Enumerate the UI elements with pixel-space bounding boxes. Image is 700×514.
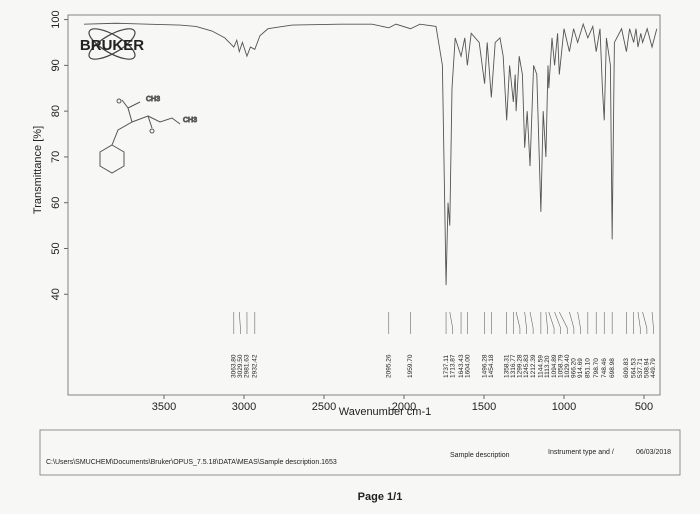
peak-leader (569, 311, 575, 334)
peak-label: 798.70 (593, 358, 600, 378)
peak-leader (577, 311, 581, 334)
peak-label: 1604.00 (464, 354, 471, 378)
x-tick-label: 500 (635, 401, 653, 413)
peak-leader (642, 311, 648, 334)
footer-date: 06/03/2018 (636, 449, 671, 456)
peak-leader (548, 311, 555, 334)
logo-text: BRUKER (80, 37, 144, 54)
peak-label: 564.53 (630, 358, 637, 378)
peak-leader (449, 311, 453, 334)
peak-label: 966.20 (571, 358, 578, 378)
page-number: Page 1/1 (358, 491, 403, 503)
x-tick-label: 3500 (152, 401, 176, 413)
peak-label: 748.46 (601, 358, 608, 378)
footer-sample: Sample description (450, 452, 510, 459)
x-axis-label: Wavenumber cm-1 (339, 406, 432, 418)
peak-leader (637, 311, 641, 334)
peak-label: 1316.77 (510, 354, 517, 378)
peak-label: 851.10 (585, 358, 592, 378)
peak-label: 1113.20 (544, 355, 551, 378)
peak-label: 3029.50 (237, 354, 244, 378)
y-tick-label: 40 (50, 288, 62, 300)
y-tick-label: 80 (50, 105, 62, 117)
peak-label: 1454.18 (488, 354, 495, 378)
structure-label: CH3 (146, 96, 160, 103)
x-tick-label: 1000 (552, 401, 576, 413)
peak-label: 1737.11 (443, 355, 450, 378)
peak-label: 1713.87 (449, 354, 456, 378)
structure: CH3 CH3 (99, 95, 198, 174)
footer-box (39, 429, 681, 476)
peak-label: 1358.31 (503, 354, 510, 378)
peak-label: 1212.39 (530, 354, 537, 378)
x-tick-label: 1500 (472, 401, 496, 413)
peak-label: 609.83 (623, 358, 630, 378)
peak-label: 1299.28 (517, 354, 524, 378)
peak-leader (554, 311, 561, 334)
peak-label: 1643.43 (458, 354, 465, 378)
y-tick-label: 70 (50, 151, 62, 163)
peak-label: 1094.89 (551, 354, 558, 378)
peak-label: 449.79 (650, 358, 657, 378)
peak-leader (515, 311, 521, 334)
y-tick-label: 100 (50, 10, 62, 28)
peak-leader (559, 311, 568, 334)
peak-label: 3063.80 (231, 354, 238, 378)
y-axis-label: Transmittance [%] (32, 126, 44, 214)
peak-leader (524, 311, 527, 334)
peak-leader (651, 311, 654, 334)
peak-label: 508.94 (644, 358, 651, 378)
peak-label: 2981.63 (244, 354, 251, 378)
peak-label: 1245.83 (523, 354, 530, 378)
peak-label: 698.98 (609, 358, 616, 378)
peak-leader (529, 311, 534, 334)
peak-label: 1029.40 (564, 354, 571, 378)
y-tick-label: 50 (50, 242, 62, 254)
peak-leader (238, 311, 241, 334)
peak-label: 1144.59 (538, 355, 545, 378)
peak-label: 914.69 (577, 358, 584, 378)
x-tick-label: 2500 (312, 401, 336, 413)
y-tick-label: 90 (50, 59, 62, 71)
peak-label: 1496.28 (481, 354, 488, 378)
bruker-logo: BRUKER (80, 28, 144, 60)
structure-label: CH3 (183, 117, 197, 124)
spectrum-line (83, 22, 658, 286)
footer-path: C:\Users\SMUCHEM\Documents\Bruker\OPUS_7… (46, 459, 337, 466)
peak-label: 537.71 (637, 358, 644, 378)
x-tick-label: 3000 (232, 401, 256, 413)
peak-label: 1959.70 (407, 354, 414, 378)
y-tick-label: 60 (50, 197, 62, 209)
peak-label: 2932.42 (252, 354, 259, 378)
peak-leader (545, 311, 548, 334)
x-tick-label: 2000 (392, 401, 416, 413)
peak-label: 2095.26 (385, 354, 392, 378)
plot-frame (67, 14, 661, 396)
footer-instrument: Instrument type and / (548, 449, 614, 456)
peak-label: 1058.79 (557, 354, 564, 378)
